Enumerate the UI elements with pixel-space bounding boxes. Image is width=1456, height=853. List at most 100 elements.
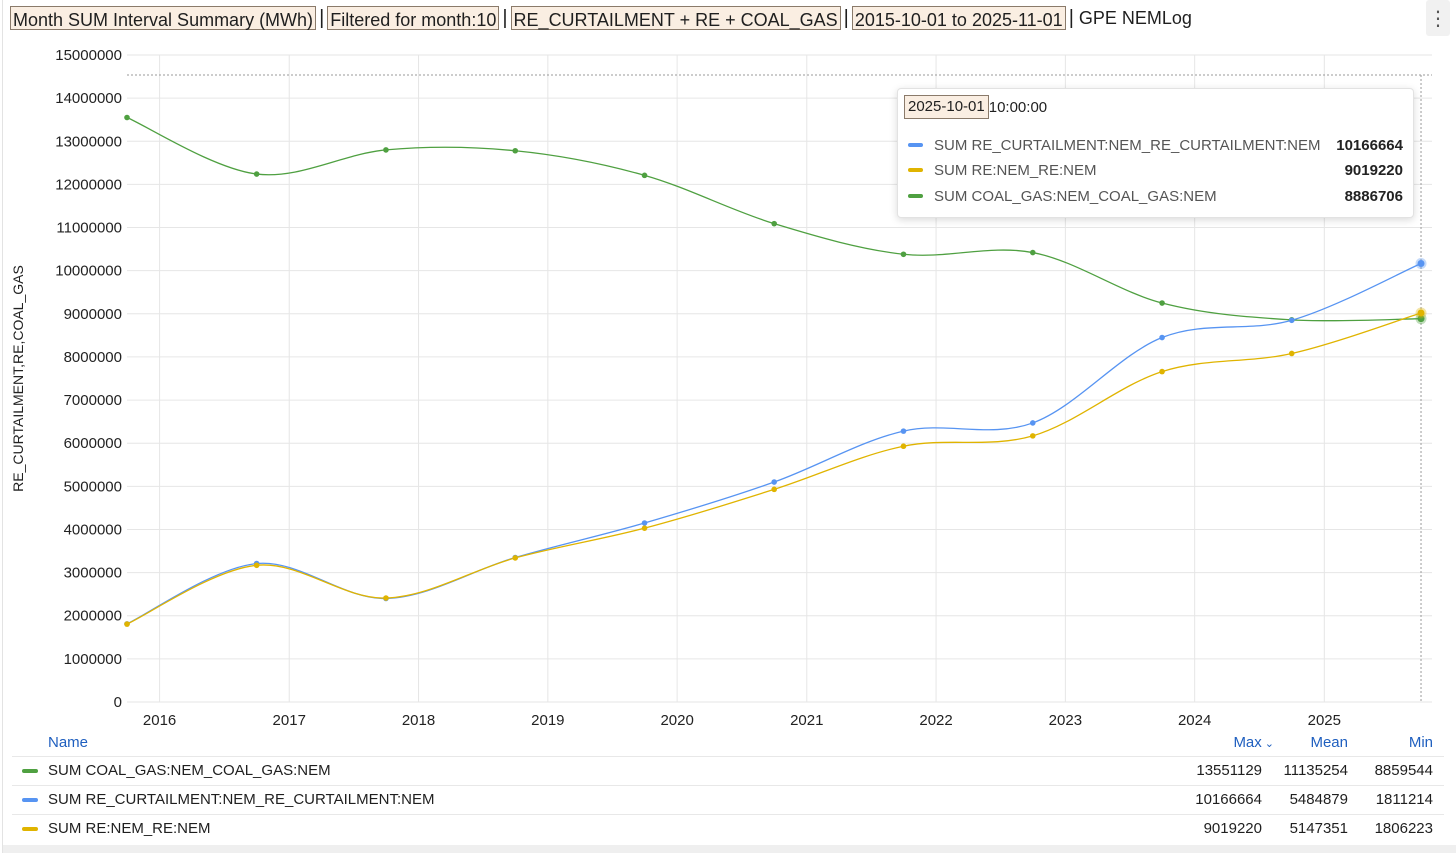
title-chip-series: RE_CURTAILMENT + RE + COAL_GAS xyxy=(510,6,841,30)
x-tick-label: 2025 xyxy=(1308,712,1341,729)
tooltip-time-text: 10:00:00 xyxy=(988,98,1048,116)
legend-row[interactable]: SUM RE:NEM_RE:NEM 9019220 5147351 180622… xyxy=(12,814,1444,843)
legend-header-name[interactable]: Name xyxy=(48,734,89,751)
legend-min-value: 8859544 xyxy=(1374,762,1433,779)
legend-mean-value: 5147351 xyxy=(1289,820,1348,837)
title-chip-filter: Filtered for month:10 xyxy=(327,6,500,30)
legend-header-min[interactable]: Min xyxy=(1408,734,1433,751)
panel-menu-button[interactable]: ⋮ xyxy=(1426,0,1450,36)
data-point xyxy=(383,595,389,601)
y-tick-label: 10000000 xyxy=(55,263,122,280)
tooltip-row: SUM RE:NEM_RE:NEM 9019220 xyxy=(908,159,1403,181)
y-tick-label: 7000000 xyxy=(64,392,122,409)
series-color-swatch xyxy=(22,798,38,802)
tooltip-date-chip: 2025-10-01 xyxy=(904,95,989,119)
legend-series-name[interactable]: SUM COAL_GAS:NEM_COAL_GAS:NEM xyxy=(48,762,331,779)
legend-mean-value: 5484879 xyxy=(1289,791,1348,808)
y-tick-label: 5000000 xyxy=(64,478,122,495)
legend-table: Name Max ⌄ Mean Min SUM COAL_GAS:NEM_COAL… xyxy=(12,730,1444,843)
data-point xyxy=(253,171,260,177)
data-point xyxy=(641,525,648,531)
y-tick-label: 2000000 xyxy=(64,608,122,625)
data-point xyxy=(1288,350,1295,357)
data-point xyxy=(512,555,519,561)
x-tick-label: 2021 xyxy=(790,712,823,729)
title-separator: | xyxy=(502,6,508,29)
data-point xyxy=(900,428,907,434)
series-color-swatch xyxy=(22,827,38,831)
data-point xyxy=(1288,317,1295,324)
legend-max-value: 10166664 xyxy=(1195,791,1262,808)
data-point xyxy=(1029,249,1036,256)
y-tick-label: 15000000 xyxy=(55,47,122,64)
more-vertical-icon: ⋮ xyxy=(1428,7,1448,30)
y-tick-label: 9000000 xyxy=(64,306,122,323)
panel-title: Month SUM Interval Summary (MWh) | Filte… xyxy=(10,4,1192,32)
data-point xyxy=(641,520,648,526)
title-separator: | xyxy=(319,6,325,29)
data-point xyxy=(1029,420,1036,426)
tooltip-series-value: 9019220 xyxy=(1344,161,1403,179)
title-separator: | xyxy=(1068,6,1074,29)
tooltip-series-value: 8886706 xyxy=(1344,187,1403,205)
data-point xyxy=(641,172,648,179)
data-point xyxy=(383,147,389,153)
data-point xyxy=(1159,368,1165,375)
tooltip-series-name: SUM RE:NEM_RE:NEM xyxy=(934,161,1097,179)
legend-row[interactable]: SUM RE_CURTAILMENT:NEM_RE_CURTAILMENT:NE… xyxy=(12,785,1444,814)
tooltip-series-value: 10166664 xyxy=(1336,136,1403,154)
legend-min-value: 1806223 xyxy=(1374,820,1433,837)
y-tick-label: 11000000 xyxy=(56,220,122,237)
data-point xyxy=(253,562,260,569)
legend-header-max-label: Max xyxy=(1233,734,1262,751)
y-tick-label: 13000000 xyxy=(55,133,122,150)
title-chip-summary: Month SUM Interval Summary (MWh) xyxy=(10,6,317,30)
data-point xyxy=(1159,334,1165,341)
legend-header-max[interactable]: Max ⌄ xyxy=(1233,734,1274,751)
y-tick-label: 14000000 xyxy=(55,90,122,107)
data-point xyxy=(771,486,777,493)
panel-bottom-bar xyxy=(3,845,1456,853)
x-tick-label: 2016 xyxy=(143,712,176,729)
series-color-swatch xyxy=(22,769,38,773)
data-point xyxy=(512,147,519,154)
y-tick-label: 1000000 xyxy=(64,651,122,668)
x-tick-label: 2018 xyxy=(402,712,435,729)
data-point xyxy=(1417,259,1425,267)
legend-header-mean[interactable]: Mean xyxy=(1310,734,1348,751)
series-color-swatch xyxy=(908,143,923,147)
legend-series-name[interactable]: SUM RE_CURTAILMENT:NEM_RE_CURTAILMENT:NE… xyxy=(48,791,435,808)
tooltip-series-name: SUM RE_CURTAILMENT:NEM_RE_CURTAILMENT:NE… xyxy=(934,136,1321,154)
tooltip-row: SUM COAL_GAS:NEM_COAL_GAS:NEM 8886706 xyxy=(908,185,1403,207)
series-color-swatch xyxy=(908,194,923,198)
x-tick-label: 2024 xyxy=(1178,712,1211,729)
chart-tooltip: 2025-10-01 10:00:00 SUM RE_CURTAILMENT:N… xyxy=(897,88,1414,218)
legend-header: Name Max ⌄ Mean Min xyxy=(12,730,1444,756)
x-tick-label: 2020 xyxy=(660,712,693,729)
data-point xyxy=(900,443,907,450)
x-tick-label: 2019 xyxy=(531,712,564,729)
data-point xyxy=(771,479,777,485)
data-point xyxy=(1417,309,1425,317)
title-separator: | xyxy=(843,6,849,29)
legend-min-value: 1811214 xyxy=(1375,791,1433,808)
series-color-swatch xyxy=(908,168,923,172)
tooltip-series-name: SUM COAL_GAS:NEM_COAL_GAS:NEM xyxy=(934,187,1217,205)
data-point xyxy=(900,251,907,258)
data-point xyxy=(771,220,777,227)
y-tick-label: 12000000 xyxy=(55,176,122,193)
y-axis-label: RE_CURTAILMENT,RE,COAL_GAS xyxy=(10,265,26,492)
data-point xyxy=(1159,300,1165,306)
tooltip-time: 2025-10-01 10:00:00 xyxy=(904,95,1047,119)
legend-series-name[interactable]: SUM RE:NEM_RE:NEM xyxy=(48,820,211,837)
legend-max-value: 9019220 xyxy=(1203,820,1262,837)
x-tick-label: 2017 xyxy=(273,712,306,729)
title-source: GPE NEMLog xyxy=(1078,7,1192,28)
legend-max-value: 13551129 xyxy=(1196,762,1262,779)
y-tick-label: 3000000 xyxy=(64,565,122,582)
data-point xyxy=(124,114,130,121)
sort-desc-icon: ⌄ xyxy=(1264,738,1274,750)
legend-row[interactable]: SUM COAL_GAS:NEM_COAL_GAS:NEM 13551129 1… xyxy=(12,756,1444,785)
title-chip-daterange: 2015-10-01 to 2025-11-01 xyxy=(851,6,1066,30)
